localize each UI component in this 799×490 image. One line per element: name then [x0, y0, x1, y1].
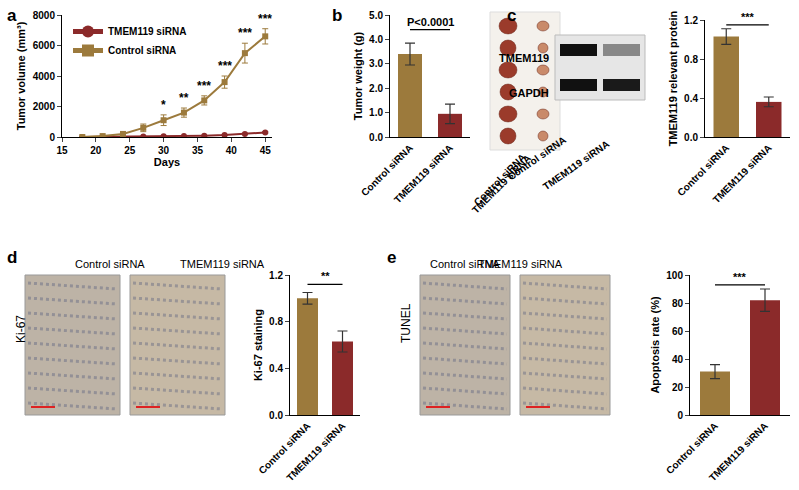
svg-text:**: **: [321, 270, 330, 282]
svg-text:Control siRNA: Control siRNA: [75, 258, 145, 270]
svg-text:a: a: [7, 6, 17, 25]
svg-text:d: d: [7, 248, 17, 267]
svg-text:0.4: 0.4: [269, 363, 283, 374]
svg-text:45: 45: [260, 145, 272, 156]
svg-text:35: 35: [192, 145, 204, 156]
svg-text:0: 0: [677, 410, 683, 421]
svg-text:Control siRNA: Control siRNA: [664, 420, 720, 476]
svg-text:***: ***: [258, 12, 272, 26]
svg-text:P<0.0001: P<0.0001: [407, 16, 454, 28]
svg-text:TMEM119 siRNA: TMEM119 siRNA: [711, 142, 774, 205]
svg-text:*: *: [161, 98, 166, 112]
svg-text:Ki-67: Ki-67: [14, 315, 28, 343]
svg-text:b: b: [332, 6, 342, 25]
svg-text:25: 25: [124, 145, 136, 156]
svg-text:1.2: 1.2: [684, 15, 698, 26]
svg-text:TMEM119 siRNA: TMEM119 siRNA: [180, 258, 265, 270]
svg-text:4000: 4000: [33, 71, 56, 82]
svg-text:0.0: 0.0: [684, 132, 698, 143]
svg-text:3.0: 3.0: [369, 58, 383, 69]
svg-text:0.0: 0.0: [369, 132, 383, 143]
svg-text:Control siRNA: Control siRNA: [506, 134, 568, 182]
svg-text:1.2: 1.2: [269, 270, 283, 281]
svg-text:***: ***: [733, 271, 747, 283]
svg-text:8000: 8000: [33, 10, 56, 21]
svg-text:1.0: 1.0: [369, 107, 383, 118]
svg-text:60: 60: [672, 326, 684, 337]
svg-text:Apoptosis rate (%): Apoptosis rate (%): [649, 296, 661, 394]
svg-text:TMEM119 siRNA: TMEM119 siRNA: [108, 26, 186, 37]
svg-text:80: 80: [672, 298, 684, 309]
svg-text:TMEM119 siRNA: TMEM119 siRNA: [478, 258, 563, 270]
svg-text:6000: 6000: [33, 40, 56, 51]
svg-text:TUNEL: TUNEL: [399, 303, 413, 343]
svg-text:GAPDH: GAPDH: [509, 87, 549, 99]
svg-text:Control siRNA: Control siRNA: [108, 45, 176, 56]
svg-text:**: **: [179, 91, 189, 105]
svg-text:TMEM119 siRNA: TMEM119 siRNA: [284, 420, 347, 483]
svg-text:20: 20: [672, 382, 684, 393]
svg-text:40: 40: [226, 145, 238, 156]
svg-text:15: 15: [56, 145, 68, 156]
svg-text:Days: Days: [154, 156, 180, 168]
svg-text:Tumor weight (g): Tumor weight (g): [352, 31, 364, 120]
svg-text:0: 0: [49, 132, 55, 143]
svg-text:***: ***: [741, 11, 755, 23]
svg-text:***: ***: [218, 59, 232, 73]
svg-text:Control siRNA: Control siRNA: [472, 151, 528, 207]
svg-text:2.0: 2.0: [369, 83, 383, 94]
svg-text:100: 100: [666, 270, 683, 281]
svg-text:Control siRNA: Control siRNA: [430, 258, 500, 270]
svg-text:Control siRNA: Control siRNA: [256, 420, 312, 476]
svg-text:Control siRNA: Control siRNA: [359, 142, 415, 198]
svg-text:0.4: 0.4: [684, 93, 698, 104]
svg-text:TMEM119 relevant protein: TMEM119 relevant protein: [667, 10, 679, 146]
svg-text:40: 40: [672, 354, 684, 365]
svg-text:0.8: 0.8: [269, 316, 283, 327]
svg-text:Ki-67 staining: Ki-67 staining: [252, 309, 264, 381]
svg-text:c: c: [507, 6, 516, 25]
svg-text:TMEM119 siRNA: TMEM119 siRNA: [392, 142, 455, 205]
svg-text:Control siRNA: Control siRNA: [675, 142, 731, 198]
svg-text:0.8: 0.8: [684, 54, 698, 65]
svg-text:TMEM119 siRNA: TMEM119 siRNA: [541, 138, 611, 192]
svg-text:Tumor volume (mm³): Tumor volume (mm³): [15, 21, 27, 130]
svg-text:***: ***: [197, 79, 211, 93]
svg-text:TMEM119 siRNA: TMEM119 siRNA: [470, 152, 533, 215]
svg-text:4.0: 4.0: [369, 34, 383, 45]
svg-text:5.0: 5.0: [369, 10, 383, 21]
svg-text:TMEM119: TMEM119: [499, 52, 549, 64]
svg-text:TMEM119 siRNA: TMEM119 siRNA: [707, 420, 770, 483]
svg-text:30: 30: [158, 145, 170, 156]
svg-text:e: e: [387, 248, 396, 267]
svg-text:***: ***: [238, 26, 252, 40]
svg-text:2000: 2000: [33, 101, 56, 112]
svg-text:0.0: 0.0: [269, 410, 283, 421]
svg-text:20: 20: [90, 145, 102, 156]
